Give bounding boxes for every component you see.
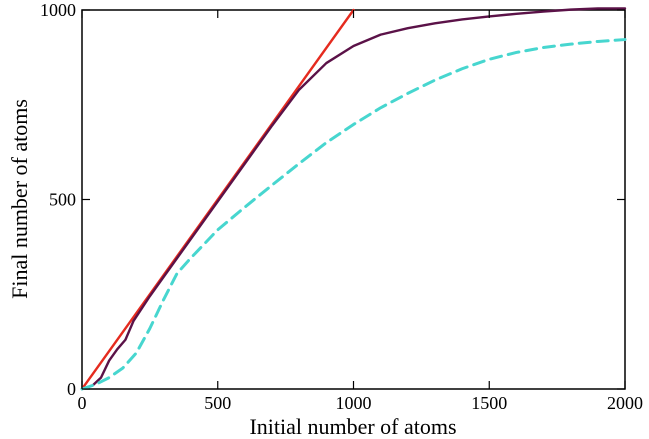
final-atoms-curve-line [80,7,627,391]
x-tick-label: 0 [78,393,87,413]
tick-layer: 0 500 1000 1500 2000 0 500 1000 [40,0,643,413]
y-tick-label: 500 [49,190,76,210]
x-tick-label: 2000 [607,393,643,413]
x-tick-label: 500 [204,393,231,413]
x-axis-label: Initial number of atoms [249,414,456,439]
dashed-atoms-curve-line [80,38,627,391]
y-axis-label: Final number of atoms [7,99,32,299]
plot-frame [81,9,626,390]
y-tick-label: 0 [67,379,76,399]
series-layer [80,7,627,391]
y-tick-label: 1000 [40,0,76,20]
x-tick-label: 1000 [336,393,372,413]
x-tick-label: 1500 [471,393,507,413]
